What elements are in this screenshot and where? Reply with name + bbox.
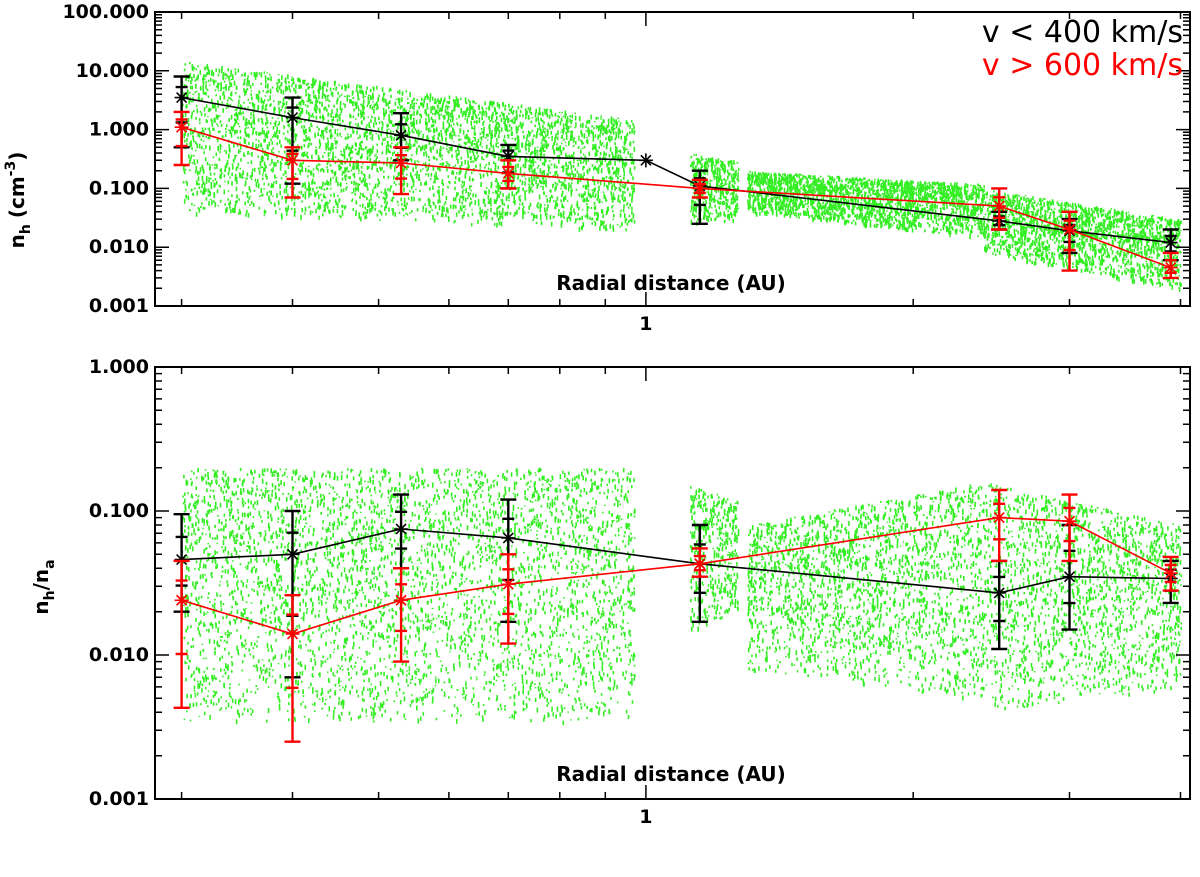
data-point-marker [992, 199, 1007, 214]
bottom-panel: 1.000 0.100 0.010 0.001 1 Radial distance (… [29, 356, 1191, 828]
legend-entry-fast-wind: v > 600 km/s [982, 48, 1183, 83]
bottom-x-axis-title: Radial distance (AU) [556, 762, 786, 786]
series-fast [173, 488, 1179, 743]
data-point-marker [1163, 235, 1178, 250]
bottom-y-axis-title: nh/na [29, 559, 58, 614]
y-tick-label: 0.100 [89, 500, 149, 522]
error-bar [393, 146, 410, 196]
y-tick-label: 0.010 [89, 236, 149, 258]
error-bar [393, 567, 410, 663]
top-y-tick-labels: 100.000 10.000 1.000 0.100 0.010 0.001 [62, 1, 149, 317]
data-point-marker [285, 547, 300, 562]
bottom-scatter-cloud [181, 467, 1183, 726]
x-ticks [180, 367, 1182, 799]
bottom-ticks [155, 367, 1190, 800]
data-point-marker [174, 552, 189, 567]
data-point-marker [638, 153, 653, 168]
y-tick-label: 0.001 [89, 295, 149, 317]
series-line [181, 126, 1171, 269]
y-ticks [155, 13, 1190, 307]
scatter-cluster-3 [983, 483, 1183, 711]
error-bar [284, 594, 301, 743]
error-bar [284, 146, 301, 199]
series-slow [173, 75, 1179, 262]
data-point-marker [992, 510, 1007, 525]
data-point-marker [394, 128, 409, 143]
data-point-marker [174, 120, 189, 135]
series-line [181, 516, 1172, 635]
y-tick-label: 10.000 [76, 60, 149, 82]
y-tick-label: 100.000 [62, 1, 149, 23]
y-ticks [155, 372, 1190, 800]
data-point-marker [501, 577, 516, 592]
data-point-marker [501, 530, 516, 545]
series-fast [173, 110, 1179, 280]
data-point-marker [285, 153, 300, 168]
data-point-marker [394, 156, 409, 171]
error-bar [173, 559, 190, 709]
bottom-plot-frame [154, 366, 1191, 800]
x-tick-label: 1 [639, 313, 652, 335]
legend-entry-slow-wind: v < 400 km/s [982, 15, 1183, 50]
scatter-cluster-2 [747, 484, 985, 701]
top-ticks [155, 12, 1190, 307]
bottom-x-tick-labels: 1 [639, 806, 652, 828]
top-panel: 100.000 10.000 1.000 0.100 0.010 0.001 1 Radi… [3, 1, 1191, 335]
data-point-marker [174, 90, 189, 105]
data-point-marker [1062, 569, 1077, 584]
scatter-cluster-3 [983, 190, 1182, 292]
data-point-marker [692, 181, 707, 196]
x-ticks [180, 12, 1182, 306]
scatter-cluster-1 [689, 486, 740, 632]
data-point-marker [992, 585, 1007, 600]
y-tick-label: 0.010 [89, 644, 149, 666]
y-tick-label: 0.001 [89, 788, 149, 810]
error-bar [991, 488, 1008, 563]
top-series-layer [173, 75, 1179, 280]
data-point-marker [1062, 222, 1077, 237]
data-point-marker [501, 149, 516, 164]
data-point-marker [1062, 514, 1077, 529]
error-bar [1061, 210, 1078, 272]
data-point-marker [285, 626, 300, 641]
data-point-marker [501, 166, 516, 181]
error-bar [173, 110, 190, 167]
data-point-marker [174, 593, 189, 608]
data-point-marker [394, 593, 409, 608]
x-tick-label: 1 [639, 806, 652, 828]
top-plot-frame [154, 11, 1191, 307]
legend: v < 400 km/s v > 600 km/s [982, 15, 1183, 83]
data-point-marker [1163, 566, 1178, 581]
bottom-y-tick-labels: 1.000 0.100 0.010 0.001 [89, 356, 149, 810]
series-line [181, 528, 1171, 594]
data-point-marker [1163, 260, 1178, 275]
top-x-axis-title: Radial distance (AU) [556, 271, 786, 295]
data-point-marker [285, 110, 300, 125]
data-point-marker [692, 556, 707, 571]
scatter-cluster-0 [181, 467, 636, 726]
y-tick-label: 1.000 [89, 356, 149, 378]
top-x-tick-labels: 1 [639, 313, 652, 335]
error-bar [500, 553, 517, 645]
y-tick-label: 1.000 [89, 119, 149, 141]
bottom-series-layer [173, 488, 1179, 743]
top-y-axis-title: nh(cm-3) [3, 152, 34, 249]
data-point-marker [394, 521, 409, 536]
y-tick-label: 0.100 [89, 177, 149, 199]
